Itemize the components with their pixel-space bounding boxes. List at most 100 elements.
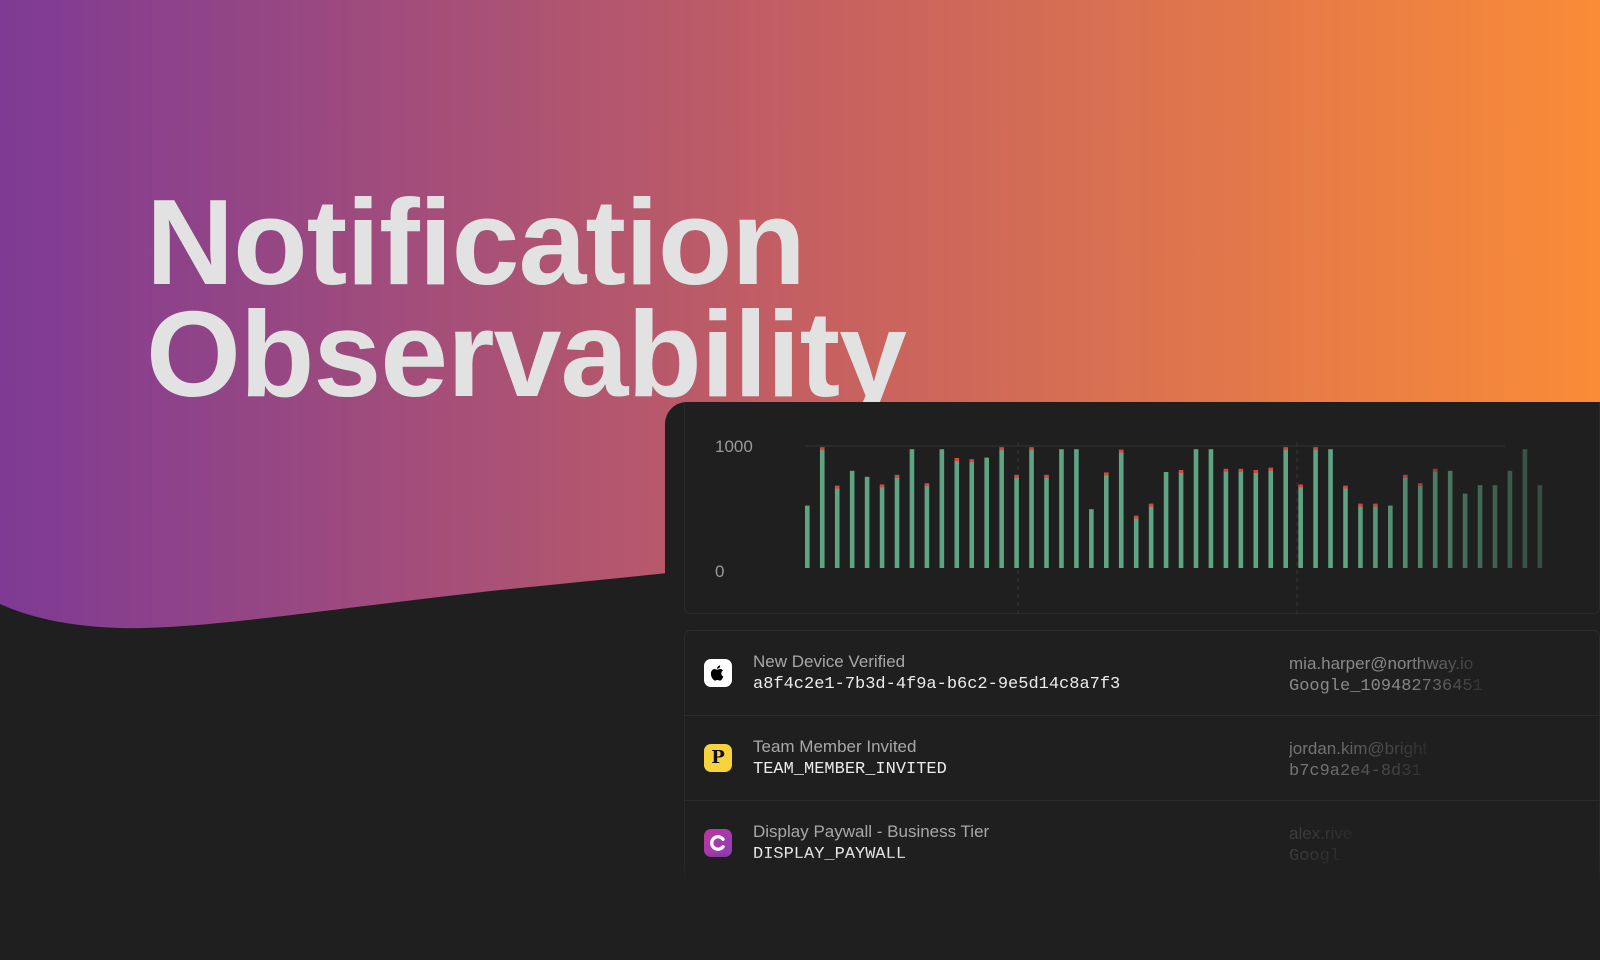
bar-ok-37 (1358, 505, 1363, 568)
bar-error-37 (1358, 503, 1363, 507)
event-row[interactable]: Display Paywall - Business Tier DISPLAY_… (684, 800, 1600, 885)
bar-ok-29 (1238, 470, 1244, 568)
bar-error-22 (1133, 515, 1139, 519)
bar-ok-15 (1029, 449, 1034, 568)
bar-ok-39 (1388, 505, 1393, 568)
bar-ok-45 (1477, 485, 1483, 568)
events-chart-card: 1000 0 (684, 402, 1600, 614)
event-meta: jordan.kim@bright b7c9a2e4-8d31 (1289, 737, 1499, 783)
bar-ok-9 (939, 449, 945, 568)
bars-group (805, 447, 1543, 568)
bar-error-20 (1104, 472, 1109, 476)
bar-ok-44 (1462, 493, 1468, 568)
bar-ok-20 (1104, 474, 1109, 568)
bar-error-2 (834, 485, 840, 489)
event-code: a8f4c2e1-7b3d-4f9a-b6c2-9e5d14c8a7f3 (753, 675, 1121, 694)
apple-icon (704, 659, 732, 687)
c-icon (704, 829, 732, 857)
bar-error-30 (1253, 470, 1259, 473)
bar-error-16 (1044, 474, 1049, 478)
event-user-id: b7c9a2e4-8d31 (1289, 762, 1422, 781)
bar-error-34 (1313, 447, 1318, 451)
event-user-email: alex.rive (1289, 824, 1353, 843)
bar-ok-47 (1507, 470, 1513, 568)
bar-ok-36 (1343, 487, 1348, 568)
bar-ok-31 (1268, 469, 1274, 568)
event-user-id: Google_109482736451 (1289, 677, 1483, 696)
bar-error-15 (1029, 447, 1034, 451)
bar-ok-11 (969, 461, 975, 568)
bar-ok-42 (1432, 470, 1438, 568)
y-tick-1000: 1000 (715, 437, 753, 456)
bar-ok-1 (819, 449, 825, 568)
bar-ok-48 (1522, 449, 1528, 568)
bar-ok-25 (1178, 472, 1184, 568)
event-user-email: jordan.kim@bright (1289, 739, 1428, 758)
bar-error-1 (819, 447, 825, 451)
bar-ok-14 (1014, 476, 1019, 568)
event-code: DISPLAY_PAYWALL (753, 845, 907, 864)
bar-error-41 (1417, 483, 1423, 487)
event-meta: alex.rive Googl (1289, 822, 1499, 868)
hero-title: Notification Observability (146, 174, 907, 422)
bar-ok-34 (1313, 449, 1318, 568)
bar-error-8 (924, 483, 930, 487)
bar-ok-21 (1118, 451, 1124, 568)
bar-error-21 (1118, 449, 1124, 453)
y-tick-0: 0 (715, 562, 724, 581)
event-row[interactable]: New Device Verified a8f4c2e1-7b3d-4f9a-b… (684, 630, 1600, 715)
bar-ok-2 (834, 487, 840, 568)
bar-error-10 (954, 458, 960, 461)
hero-title-line-1: Notification (146, 174, 806, 310)
event-code: TEAM_MEMBER_INVITED (753, 760, 947, 779)
bar-ok-22 (1133, 517, 1139, 568)
bar-error-11 (969, 459, 975, 463)
bar-error-33 (1298, 484, 1303, 488)
bar-error-14 (1014, 474, 1019, 478)
hero-title-line-2: Observability (146, 286, 907, 422)
bar-ok-40 (1403, 476, 1408, 568)
bar-ok-12 (984, 457, 989, 568)
bar-ok-7 (909, 449, 915, 568)
p-icon: P (704, 744, 732, 772)
bar-error-6 (894, 474, 900, 478)
bar-ok-4 (864, 476, 870, 568)
bar-ok-10 (954, 460, 960, 568)
bar-ok-38 (1373, 505, 1378, 568)
bar-error-36 (1343, 485, 1348, 489)
bar-ok-27 (1208, 449, 1214, 568)
bar-error-38 (1373, 503, 1378, 507)
bar-ok-18 (1074, 449, 1079, 568)
events-list: New Device Verified a8f4c2e1-7b3d-4f9a-b… (684, 630, 1600, 885)
bar-ok-6 (894, 476, 900, 568)
event-user-email: mia.harper@northway.io (1289, 654, 1474, 673)
bar-ok-49 (1537, 485, 1543, 568)
bar-error-32 (1283, 447, 1288, 451)
event-meta: mia.harper@northway.io Google_1094827364… (1289, 652, 1499, 698)
bar-ok-23 (1148, 505, 1154, 568)
bar-ok-0 (805, 505, 810, 568)
events-bar-chart: 1000 0 (715, 437, 1543, 614)
event-row[interactable]: P Team Member Invited TEAM_MEMBER_INVITE… (684, 715, 1600, 800)
bar-ok-16 (1044, 476, 1049, 568)
bar-error-23 (1148, 503, 1154, 507)
bar-error-5 (879, 484, 885, 488)
bar-ok-19 (1089, 509, 1094, 568)
event-title: Display Paywall - Business Tier (753, 822, 990, 841)
bar-ok-24 (1163, 472, 1169, 568)
event-title: New Device Verified (753, 652, 906, 671)
bar-ok-26 (1193, 449, 1199, 568)
bar-ok-32 (1283, 449, 1288, 568)
bar-error-29 (1238, 468, 1244, 472)
bar-error-13 (999, 447, 1004, 451)
bar-ok-8 (924, 485, 930, 568)
bar-ok-33 (1298, 486, 1303, 568)
bar-error-28 (1223, 468, 1229, 472)
bar-ok-28 (1223, 470, 1229, 568)
bar-ok-43 (1447, 470, 1453, 568)
bar-ok-46 (1492, 485, 1498, 568)
bar-error-40 (1403, 474, 1408, 478)
bar-error-42 (1432, 468, 1438, 472)
bar-error-31 (1268, 467, 1274, 471)
